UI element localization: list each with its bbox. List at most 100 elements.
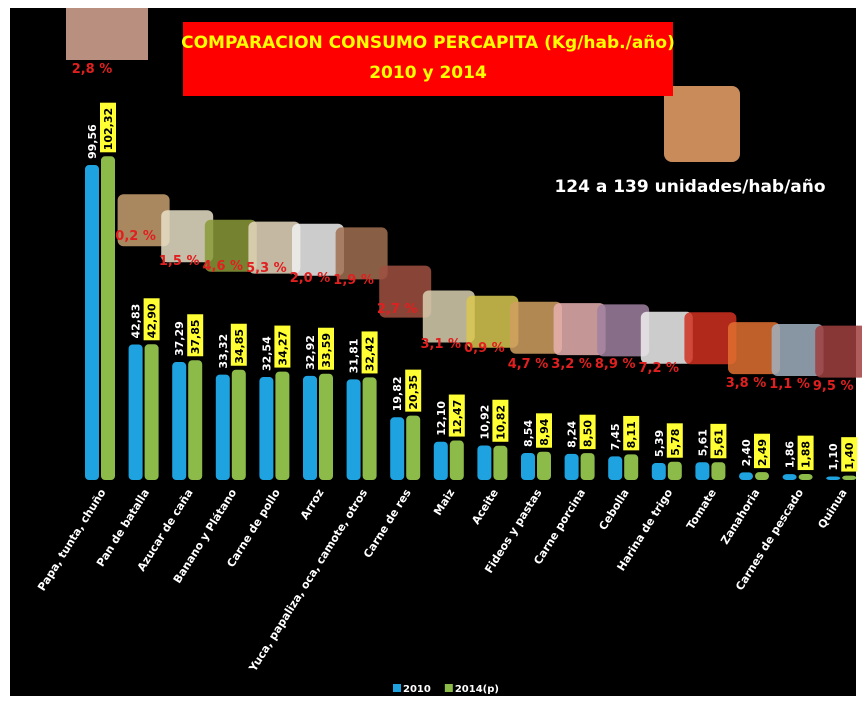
value-label-group: 8,54 <box>522 419 535 446</box>
value-label-group: 42,83 <box>130 304 143 339</box>
value-label: 5,39 <box>653 430 666 457</box>
value-label-group: 5,61 <box>710 424 726 458</box>
value-label: 34,85 <box>233 329 246 364</box>
value-label-group: 31,81 <box>348 339 361 374</box>
value-label-group: 8,11 <box>623 416 639 450</box>
bar <box>232 370 246 480</box>
bar <box>799 474 813 480</box>
bar <box>216 375 230 480</box>
photo <box>664 86 740 162</box>
growth-label: 1,5 % <box>159 254 200 269</box>
bar <box>319 374 333 480</box>
value-label-group: 37,85 <box>187 314 203 356</box>
photo <box>66 8 148 60</box>
value-label-group: 19,82 <box>391 376 404 411</box>
value-label: 12,10 <box>435 401 448 436</box>
bar <box>347 379 361 480</box>
bar <box>652 463 666 480</box>
bar <box>85 165 99 480</box>
value-label: 5,78 <box>669 429 682 456</box>
legend-swatch <box>393 684 401 692</box>
bar <box>477 445 491 480</box>
value-label: 19,82 <box>391 376 404 411</box>
value-label-group: 20,35 <box>405 370 421 412</box>
value-label-group: 1,88 <box>798 436 814 470</box>
chart-title: COMPARACION CONSUMO PERCAPITA (Kg/hab./a… <box>181 33 675 53</box>
value-label-group: 34,27 <box>274 326 290 368</box>
growth-label: 9,5 % <box>813 379 854 394</box>
bar <box>188 360 202 480</box>
value-label: 8,54 <box>522 419 535 446</box>
legend-label: 2010 <box>403 684 431 695</box>
value-label: 32,92 <box>304 335 317 370</box>
value-label: 37,85 <box>189 319 202 354</box>
bar <box>521 453 535 480</box>
value-label-group: 33,32 <box>217 334 230 369</box>
value-label-group: 5,61 <box>696 429 709 456</box>
bar <box>783 474 797 480</box>
bar <box>275 372 289 480</box>
value-label: 33,59 <box>320 333 333 368</box>
bar <box>739 472 753 480</box>
value-label-group: 32,42 <box>362 331 378 373</box>
value-label: 32,42 <box>364 337 377 372</box>
bar <box>537 452 551 480</box>
value-label: 34,27 <box>276 331 289 366</box>
value-label-group: 7,45 <box>609 423 622 450</box>
photo <box>815 326 862 378</box>
growth-label: 0,9 % <box>464 341 505 356</box>
bar <box>842 476 856 480</box>
value-label-group: 37,29 <box>173 321 186 356</box>
value-label-group: 5,78 <box>667 423 683 457</box>
value-label: 10,82 <box>494 405 507 440</box>
bar <box>101 156 115 480</box>
growth-label: 3,2 % <box>551 357 592 372</box>
growth-label: 1,9 % <box>333 273 374 288</box>
annotation: 124 a 139 unidades/hab/año <box>554 177 825 197</box>
value-label: 5,61 <box>696 429 709 456</box>
growth-label: 8,9 % <box>595 357 636 372</box>
bar <box>129 345 143 480</box>
value-label: 1,88 <box>800 441 813 468</box>
value-label-group: 10,92 <box>478 405 491 440</box>
value-label: 1,10 <box>827 443 840 470</box>
value-label-group: 42,90 <box>144 298 160 340</box>
growth-label: 4,7 % <box>508 357 549 372</box>
bar <box>363 377 377 480</box>
growth-label: 2,0 % <box>290 271 331 286</box>
value-label-group: 33,59 <box>318 328 334 370</box>
bar <box>755 472 769 480</box>
value-label: 32,54 <box>260 336 273 371</box>
value-label-group: 102,32 <box>100 103 116 153</box>
bar <box>711 462 725 480</box>
value-label: 33,32 <box>217 334 230 369</box>
growth-label: 0,2 % <box>115 229 156 244</box>
value-label: 8,24 <box>566 420 579 447</box>
bar <box>303 376 317 480</box>
bar <box>695 462 709 480</box>
growth-label: 2,7 % <box>377 302 418 317</box>
bar <box>624 454 638 480</box>
value-label-group: 8,24 <box>566 420 579 447</box>
growth-label: 3,1 % <box>421 337 462 352</box>
value-label: 102,32 <box>102 108 115 150</box>
value-label: 8,94 <box>538 418 551 445</box>
value-label-group: 12,10 <box>435 401 448 436</box>
value-label-group: 5,39 <box>653 430 666 457</box>
value-label-group: 8,50 <box>580 415 596 449</box>
bar <box>172 362 186 480</box>
value-label: 10,92 <box>478 405 491 440</box>
bar <box>450 441 464 480</box>
value-label: 1,86 <box>784 441 797 468</box>
value-label: 42,83 <box>130 304 143 339</box>
bar <box>608 456 622 480</box>
value-label: 37,29 <box>173 321 186 356</box>
value-label-group: 2,49 <box>754 434 770 468</box>
value-label-group: 12,47 <box>449 395 465 437</box>
value-label-group: 34,85 <box>231 324 247 366</box>
growth-label: 4,6 % <box>203 259 244 274</box>
bar <box>390 417 404 480</box>
bar <box>434 442 448 480</box>
bar <box>826 477 840 480</box>
value-label-group: 32,92 <box>304 335 317 370</box>
